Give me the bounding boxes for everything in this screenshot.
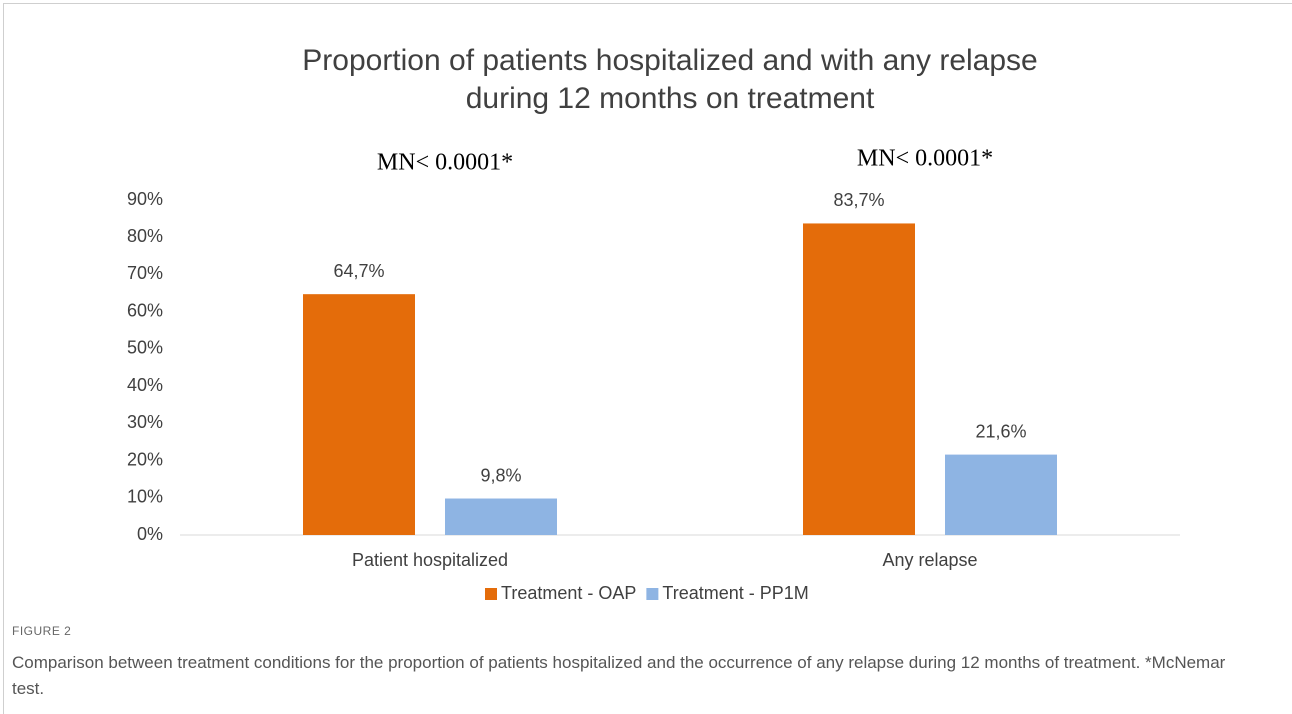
bar: [945, 454, 1057, 535]
x-tick-label: Patient hospitalized: [352, 550, 508, 570]
data-label: 64,7%: [333, 261, 384, 281]
y-tick-label: 90%: [127, 189, 163, 209]
y-tick-label: 70%: [127, 263, 163, 283]
chart: Proportion of patients hospitalized and …: [127, 44, 1180, 603]
annotation: MN< 0.0001*: [377, 150, 513, 176]
chart-title: Proportion of patients hospitalized and …: [302, 44, 1037, 77]
y-tick-label: 30%: [127, 412, 163, 432]
figure-caption: Comparison between treatment conditions …: [12, 653, 1226, 698]
y-tick-label: 20%: [127, 449, 163, 469]
legend-swatch: [485, 588, 497, 600]
y-tick-label: 10%: [127, 487, 163, 507]
data-label: 21,6%: [975, 421, 1026, 441]
legend-label: Treatment - OAP: [501, 583, 636, 603]
bar: [803, 223, 915, 535]
figure-frame: [3, 3, 1292, 714]
y-tick-label: 60%: [127, 300, 163, 320]
y-tick-label: 40%: [127, 375, 163, 395]
y-tick-label: 80%: [127, 226, 163, 246]
data-label: 9,8%: [480, 465, 521, 485]
y-tick-label: 0%: [137, 524, 163, 544]
annotation: MN< 0.0001*: [857, 146, 993, 172]
x-tick-label: Any relapse: [882, 550, 977, 570]
bar: [445, 498, 557, 535]
data-label: 83,7%: [833, 190, 884, 210]
legend-label: Treatment - PP1M: [662, 583, 808, 603]
bar: [303, 294, 415, 535]
legend-swatch: [646, 588, 659, 600]
figure-label: FIGURE 2: [12, 624, 72, 638]
y-tick-label: 50%: [127, 338, 163, 358]
chart-title: during 12 months on treatment: [466, 82, 875, 115]
